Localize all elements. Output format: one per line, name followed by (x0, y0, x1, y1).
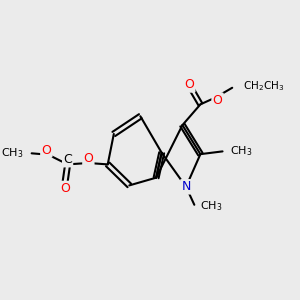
Text: O: O (60, 182, 70, 195)
Text: O: O (41, 143, 51, 157)
Text: O: O (83, 152, 93, 165)
Text: O: O (213, 94, 223, 107)
Text: CH$_3$: CH$_3$ (1, 146, 23, 160)
Text: CH$_2$CH$_3$: CH$_2$CH$_3$ (243, 80, 284, 93)
Text: CH$_3$: CH$_3$ (230, 145, 253, 158)
Text: C: C (63, 153, 72, 166)
Text: N: N (181, 180, 191, 193)
Text: CH$_3$: CH$_3$ (200, 199, 223, 213)
Text: O: O (184, 79, 194, 92)
